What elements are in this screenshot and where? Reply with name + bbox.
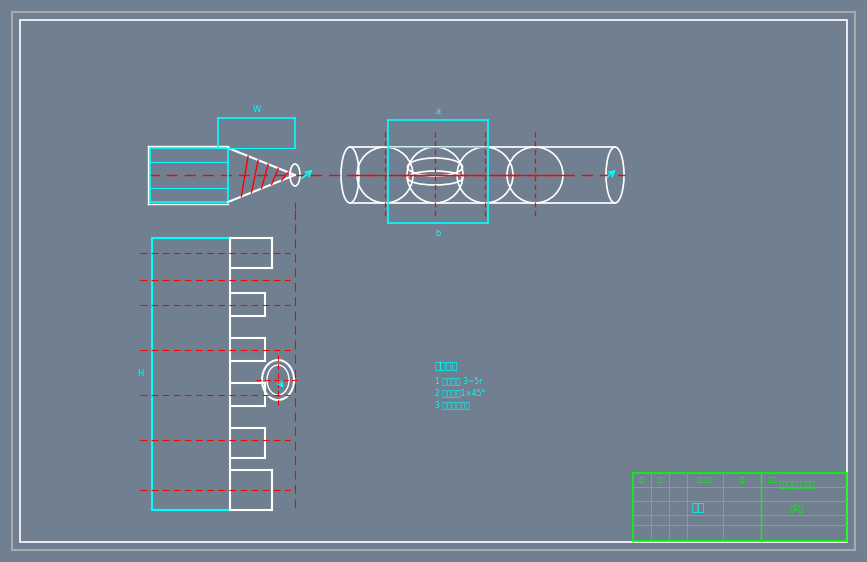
Text: 标记: 标记 [639,477,645,483]
Text: 机架: 机架 [691,503,705,513]
Text: a: a [435,107,440,116]
Text: 技术要求: 技术要求 [435,360,459,370]
Text: H: H [138,369,144,378]
Text: 年月日: 年月日 [768,477,778,483]
Text: 签名: 签名 [740,477,746,483]
Text: 1 铸造圆角 3~5r: 1 铸造圆角 3~5r [435,376,482,385]
Text: 第1页: 第1页 [790,504,804,513]
Text: 更改文件号: 更改文件号 [697,477,714,483]
Text: b: b [435,229,440,238]
Text: 2 未注倒角1×45°: 2 未注倒角1×45° [435,388,486,397]
Text: 3 未注精度等级: 3 未注精度等级 [435,400,470,409]
Text: W: W [252,105,261,114]
Text: 处数: 处数 [656,477,663,483]
Text: 大学生方程式赛车: 大学生方程式赛车 [779,481,816,490]
